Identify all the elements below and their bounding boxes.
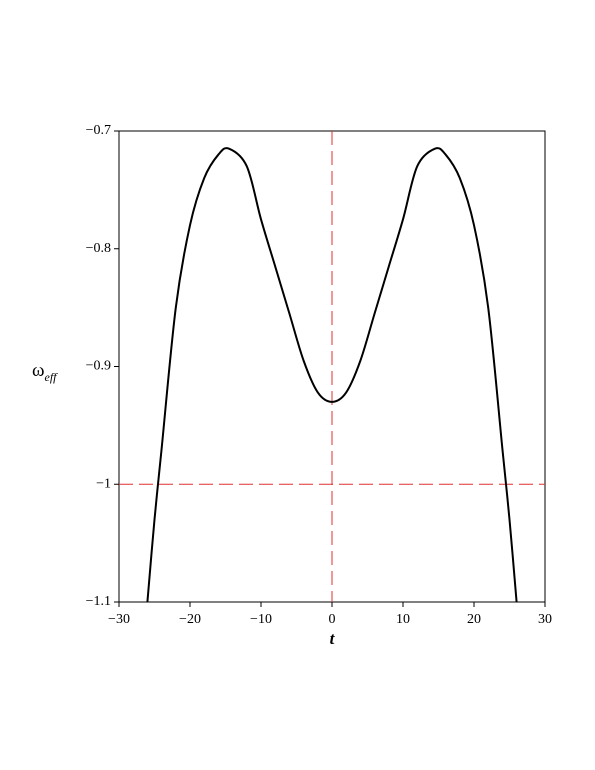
x-axis-label: t [330,629,336,648]
y-axis-label: ωeff [32,360,58,383]
x-tick-label: −10 [250,612,272,627]
x-tick-label: −30 [108,612,130,627]
x-tick-label: −20 [179,612,201,627]
data-line [146,147,518,603]
x-tick-label: 0 [329,612,336,627]
x-tick-label: 20 [467,612,481,627]
y-tick-label: −0.9 [86,359,111,374]
y-tick-label: −0.8 [86,241,111,256]
x-tick-label: 10 [396,612,410,627]
y-label-sub: eff [45,370,59,384]
y-tick-label: −0.7 [86,123,111,138]
y-tick-label: −1.1 [86,594,111,609]
x-tick-label: 30 [538,612,552,627]
y-tick-label: −1 [96,476,111,491]
y-label-main: ω [32,360,45,381]
